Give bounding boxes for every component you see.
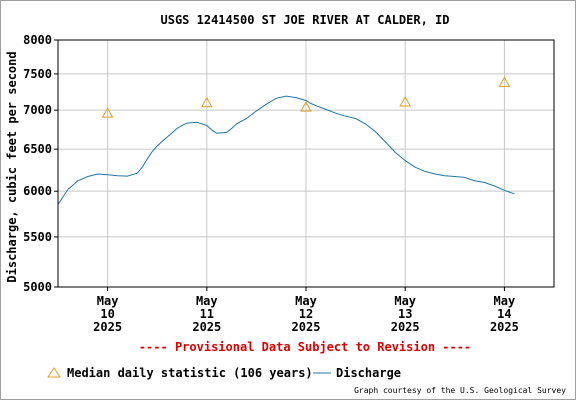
x-tick-year: 2025 xyxy=(93,320,122,334)
x-tick-day: 14 xyxy=(497,307,511,321)
y-tick-label: 5500 xyxy=(23,230,52,244)
x-tick-month: May xyxy=(494,294,516,308)
x-tick-day: 13 xyxy=(398,307,412,321)
legend-discharge-label: Discharge xyxy=(336,366,401,380)
x-tick-year: 2025 xyxy=(292,320,321,334)
plot-border xyxy=(57,39,555,288)
legend-median-label: Median daily statistic (106 years) xyxy=(67,366,313,380)
median-triangle-icon xyxy=(47,367,61,378)
median-series xyxy=(101,76,511,118)
x-tick-year: 2025 xyxy=(391,320,420,334)
x-tick-month: May xyxy=(97,294,119,308)
x-tick-year: 2025 xyxy=(490,320,519,334)
x-tick-month: May xyxy=(394,294,416,308)
y-tick-label: 7000 xyxy=(23,103,52,117)
x-tick-month: May xyxy=(196,294,218,308)
median-point xyxy=(300,101,312,112)
chart-title: USGS 12414500 ST JOE RIVER AT CALDER, ID xyxy=(161,13,450,27)
provisional-note: ---- Provisional Data Subject to Revisio… xyxy=(139,340,471,354)
x-tick-day: 12 xyxy=(299,307,313,321)
median-point xyxy=(200,96,213,108)
median-point xyxy=(399,95,412,107)
x-tick-day: 10 xyxy=(100,307,114,321)
x-tick-labels: May102025May112025May122025May132025May1… xyxy=(93,294,519,334)
y-axis-label: Discharge, cubic feet per second xyxy=(5,51,19,282)
usgs-credit: Graph courtesy of the U.S. Geological Su… xyxy=(354,386,566,395)
y-tick-label: 6500 xyxy=(23,142,52,156)
y-tick-label: 7500 xyxy=(23,67,52,81)
y-tick-labels: 5000 5500 6000 6500 7000 7500 8000 xyxy=(23,33,52,294)
median-point xyxy=(498,76,511,87)
legend: Median daily statistic (106 years) Disch… xyxy=(47,366,401,380)
y-tick-label: 6000 xyxy=(23,184,52,198)
discharge-series xyxy=(57,95,515,205)
discharge-line xyxy=(57,95,515,205)
x-tick-year: 2025 xyxy=(192,320,221,334)
median-point xyxy=(101,107,114,118)
y-tick-label: 8000 xyxy=(23,33,52,47)
x-tick-month: May xyxy=(295,294,317,308)
y-tick-label: 5000 xyxy=(23,280,52,294)
x-tick-day: 11 xyxy=(200,307,214,321)
